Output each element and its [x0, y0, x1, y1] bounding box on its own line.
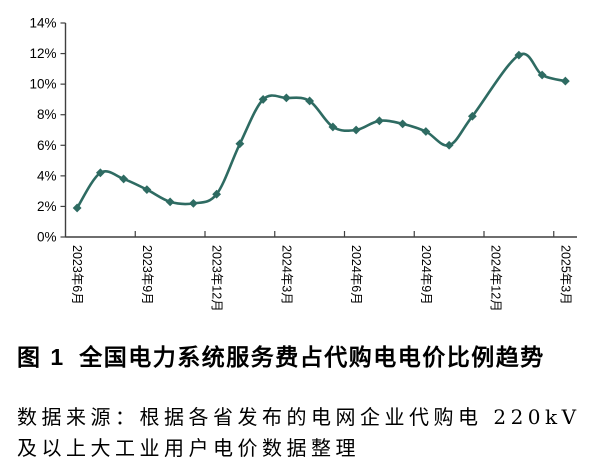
- data-point-marker: [374, 116, 384, 126]
- data-point-marker: [421, 127, 431, 136]
- figure-title-text: 全国电力系统服务费占代购电电价比例趋势: [79, 344, 545, 370]
- data-point-marker: [328, 122, 338, 132]
- x-axis-tick-label: 2023年12月: [210, 245, 224, 312]
- y-axis-tick-label: 6%: [37, 138, 57, 153]
- x-axis-tick-label: 2024年3月: [279, 245, 293, 305]
- data-point-marker: [281, 93, 291, 103]
- series-line: [75, 52, 567, 210]
- y-axis-tick-label: 8%: [37, 107, 57, 122]
- data-point-marker: [119, 174, 129, 184]
- data-point-marker: [444, 140, 454, 150]
- data-point-marker: [560, 76, 570, 86]
- data-point-marker: [514, 50, 524, 60]
- source-line-1: 数据来源：根据各省发布的电网企业代购电 220kV: [17, 405, 581, 429]
- y-axis-tick-label: 14%: [29, 16, 56, 31]
- figure-number-label: 图 1: [17, 344, 66, 370]
- x-axis-tick-label: 2024年9月: [419, 245, 433, 305]
- data-point-marker: [95, 168, 105, 178]
- x-axis-tick-label: 2024年6月: [349, 245, 363, 305]
- source-line-2: 及以上大工业用户电价数据整理: [17, 436, 360, 460]
- data-point-marker: [305, 96, 315, 106]
- y-axis-tick-label: 10%: [29, 77, 56, 92]
- data-point-marker: [212, 189, 222, 199]
- data-point-marker: [188, 198, 198, 208]
- figure-caption: 图 1 全国电力系统服务费占代购电电价比例趋势: [17, 338, 592, 372]
- data-point-marker: [398, 119, 408, 129]
- data-point-marker: [165, 197, 175, 207]
- data-point-marker: [142, 185, 152, 195]
- y-axis-tick-label: 12%: [29, 46, 56, 61]
- y-axis-tick-label: 2%: [37, 199, 57, 214]
- y-axis-tick-label: 4%: [37, 168, 57, 183]
- x-axis-tick-label: 2024年12月: [489, 245, 503, 312]
- line-chart: 0% 2% 4% 6% 8% 10% 12% 14% 2023年6月 2023年9月 2023年12…: [29, 16, 577, 312]
- x-axis-tick-label: 2023年6月: [70, 245, 84, 305]
- data-point-marker: [235, 139, 245, 149]
- y-axis-tick-label: 0%: [37, 230, 57, 245]
- data-point-marker: [72, 203, 82, 213]
- data-point-marker: [467, 111, 477, 121]
- chart-canvas: 0% 2% 4% 6% 8% 10% 12% 14% 2023年6月 2023年9月 2023年12…: [29, 16, 577, 312]
- figure-source-note: 数据来源：根据各省发布的电网企业代购电 220kV 及以上大工业用户电价数据整理: [17, 402, 595, 464]
- x-axis-tick-label: 2025年3月: [558, 245, 572, 305]
- x-axis-tick-label: 2023年9月: [140, 245, 154, 305]
- data-point-marker: [351, 125, 361, 135]
- data-point-marker: [537, 70, 547, 80]
- data-point-marker: [258, 95, 268, 104]
